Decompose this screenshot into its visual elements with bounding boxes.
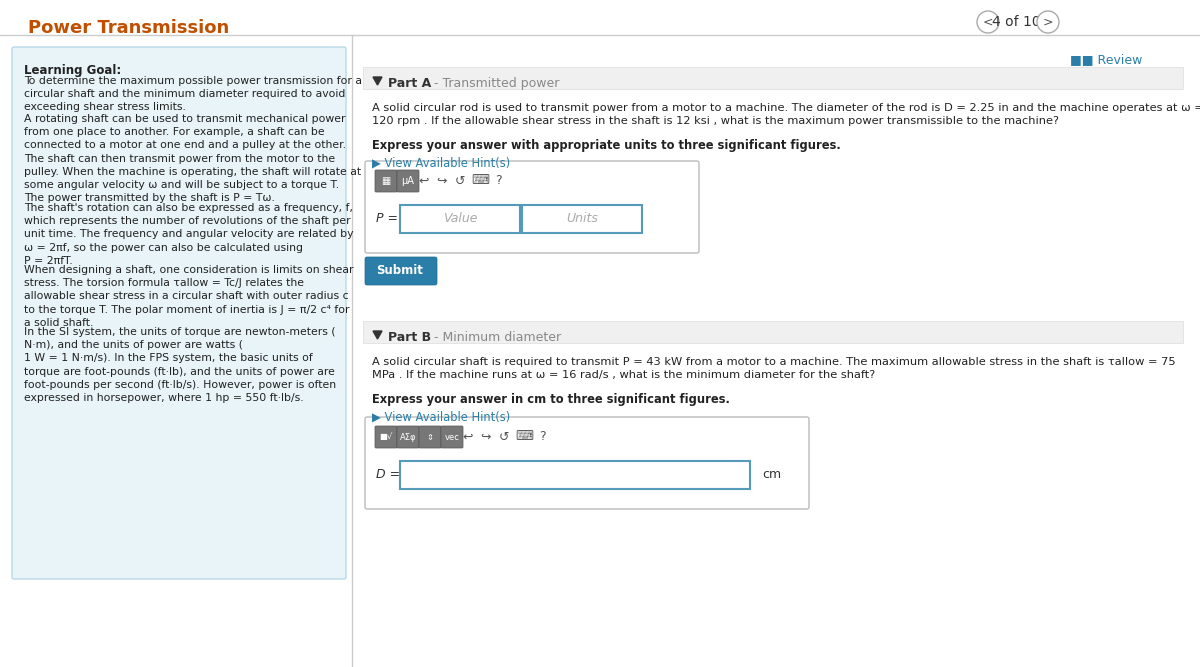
FancyBboxPatch shape bbox=[400, 205, 520, 233]
Text: >: > bbox=[1043, 15, 1054, 29]
Text: To determine the maximum possible power transmission for a
circular shaft and th: To determine the maximum possible power … bbox=[24, 76, 362, 113]
Circle shape bbox=[977, 11, 998, 33]
Text: ■■ Review: ■■ Review bbox=[1070, 53, 1142, 66]
FancyBboxPatch shape bbox=[374, 170, 397, 192]
Text: ▦: ▦ bbox=[382, 176, 391, 186]
Text: Part B: Part B bbox=[388, 331, 431, 344]
FancyBboxPatch shape bbox=[374, 426, 397, 448]
Text: ■√: ■√ bbox=[379, 432, 392, 442]
Text: ▶ View Available Hint(s): ▶ View Available Hint(s) bbox=[372, 157, 510, 170]
Text: <: < bbox=[983, 15, 994, 29]
Text: A rotating shaft can be used to transmit mechanical power
from one place to anot: A rotating shaft can be used to transmit… bbox=[24, 114, 361, 203]
Circle shape bbox=[1037, 11, 1060, 33]
Text: Power Transmission: Power Transmission bbox=[28, 19, 229, 37]
Text: ↪: ↪ bbox=[481, 430, 491, 444]
Text: Learning Goal:: Learning Goal: bbox=[24, 64, 121, 77]
Text: - Minimum diameter: - Minimum diameter bbox=[430, 331, 562, 344]
Text: Express your answer with appropriate units to three significant figures.: Express your answer with appropriate uni… bbox=[372, 139, 841, 152]
Text: A solid circular rod is used to transmit power from a motor to a machine. The di: A solid circular rod is used to transmit… bbox=[372, 103, 1200, 126]
Text: ↺: ↺ bbox=[499, 430, 509, 444]
Text: 4 of 10: 4 of 10 bbox=[991, 15, 1040, 29]
FancyBboxPatch shape bbox=[400, 461, 750, 489]
Text: μA: μA bbox=[402, 176, 414, 186]
Text: - Transmitted power: - Transmitted power bbox=[430, 77, 559, 90]
Text: ⌨: ⌨ bbox=[515, 430, 533, 444]
Text: A solid circular shaft is required to transmit P = 43 kW from a motor to a machi: A solid circular shaft is required to tr… bbox=[372, 357, 1176, 380]
Text: ⇕: ⇕ bbox=[426, 432, 433, 442]
Text: ?: ? bbox=[539, 430, 545, 444]
Polygon shape bbox=[373, 331, 382, 339]
Text: cm: cm bbox=[762, 468, 781, 482]
Text: Units: Units bbox=[566, 213, 598, 225]
Text: ↩: ↩ bbox=[419, 175, 430, 187]
Text: Value: Value bbox=[443, 213, 478, 225]
Text: vec: vec bbox=[444, 432, 460, 442]
Text: When designing a shaft, one consideration is limits on shear
stress. The torsion: When designing a shaft, one consideratio… bbox=[24, 265, 354, 327]
Text: The shaft's rotation can also be expressed as a frequency, f,
which represents t: The shaft's rotation can also be express… bbox=[24, 203, 354, 266]
Text: ?: ? bbox=[494, 175, 502, 187]
Polygon shape bbox=[373, 77, 382, 85]
FancyBboxPatch shape bbox=[397, 170, 419, 192]
FancyBboxPatch shape bbox=[442, 426, 463, 448]
Text: Submit: Submit bbox=[377, 265, 424, 277]
Text: Part A: Part A bbox=[388, 77, 431, 90]
FancyBboxPatch shape bbox=[522, 205, 642, 233]
FancyBboxPatch shape bbox=[397, 426, 419, 448]
Text: ⌨: ⌨ bbox=[470, 175, 490, 187]
FancyBboxPatch shape bbox=[419, 426, 442, 448]
Text: In the SI system, the units of torque are newton-meters (
N·m), and the units of: In the SI system, the units of torque ar… bbox=[24, 327, 336, 403]
FancyBboxPatch shape bbox=[365, 161, 698, 253]
Text: Express your answer in cm to three significant figures.: Express your answer in cm to three signi… bbox=[372, 393, 730, 406]
Text: ↩: ↩ bbox=[463, 430, 473, 444]
Text: ΑΣφ: ΑΣφ bbox=[400, 432, 416, 442]
Text: ↺: ↺ bbox=[455, 175, 466, 187]
Text: D =: D = bbox=[376, 468, 400, 482]
Text: ↪: ↪ bbox=[437, 175, 448, 187]
FancyBboxPatch shape bbox=[365, 417, 809, 509]
FancyBboxPatch shape bbox=[365, 257, 437, 285]
FancyBboxPatch shape bbox=[364, 321, 1183, 343]
Text: P =: P = bbox=[376, 213, 398, 225]
Text: ▶ View Available Hint(s): ▶ View Available Hint(s) bbox=[372, 411, 510, 424]
FancyBboxPatch shape bbox=[364, 67, 1183, 89]
FancyBboxPatch shape bbox=[12, 47, 346, 579]
